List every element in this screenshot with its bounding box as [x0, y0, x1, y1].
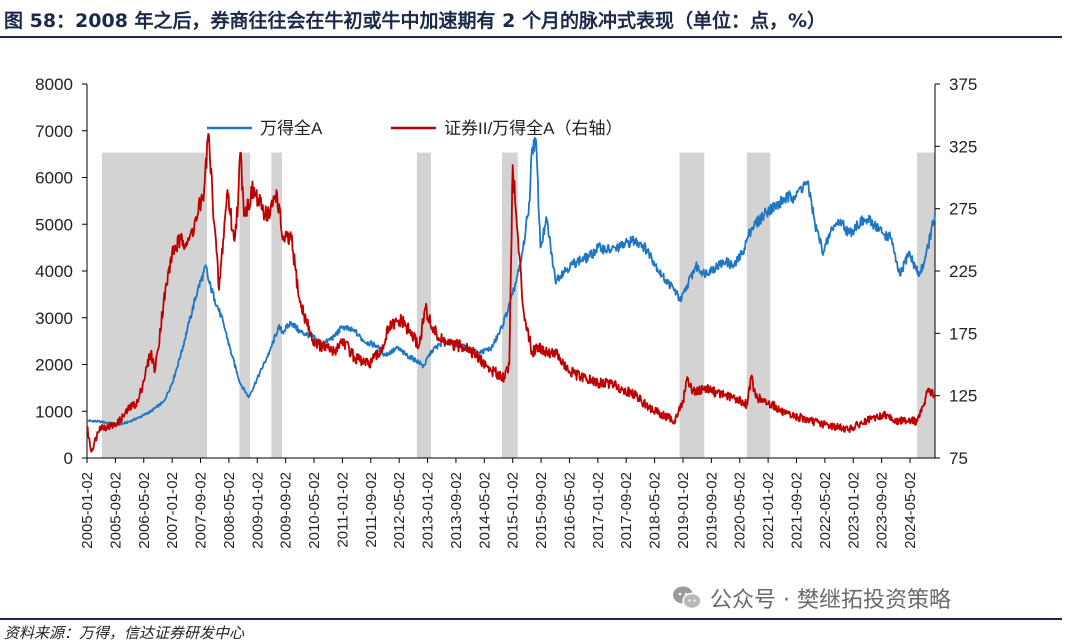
x-tick-label: 2019-09-02	[703, 472, 720, 549]
y-left-tick-label: 7000	[35, 122, 73, 141]
wechat-icon	[673, 586, 702, 610]
x-tick-label: 2010-05-02	[306, 472, 323, 549]
title-underline	[0, 36, 1062, 38]
x-tick-label: 2016-05-02	[561, 472, 578, 549]
figure-title: 图 58：2008 年之后，券商往往会在牛初或牛中加速期有 2 个月的脉冲式表现…	[4, 10, 827, 32]
x-tick-label: 2013-09-02	[448, 472, 465, 549]
x-tick-label: 2012-05-02	[391, 472, 408, 549]
x-tick-label: 2015-01-02	[505, 472, 522, 549]
line-chart: 0 1000 2000 3000 4000 5000 6000 7000 8000 75 125 17…	[35, 75, 977, 549]
shaded-period-5	[679, 152, 705, 459]
x-tick-label: 2011-09-02	[363, 472, 380, 548]
axes: 0 1000 2000 3000 4000 5000 6000 7000 8000 75 125 17…	[35, 75, 977, 549]
y-left-tick-label: 4000	[35, 262, 73, 281]
y-left-tick-label: 1000	[35, 402, 73, 421]
x-tick-label: 2017-09-02	[618, 472, 635, 549]
x-tick-label: 2011-01-02	[334, 472, 351, 548]
footer-rule	[0, 618, 1062, 620]
x-tick-label: 2005-09-02	[107, 472, 124, 549]
y-right-tick-label: 375	[949, 75, 977, 94]
y-left-tick-label: 0	[64, 449, 73, 468]
y-left-tick-label: 6000	[35, 169, 73, 188]
x-tick-label: 2005-01-02	[79, 472, 96, 549]
x-tick-label: 2021-01-02	[760, 472, 777, 549]
y-right-tick-label: 125	[949, 387, 977, 406]
x-tick-label: 2013-01-02	[420, 472, 437, 549]
y-right-tick-label: 175	[949, 324, 977, 343]
y-right-tick-label: 325	[949, 137, 977, 156]
watermark-text: 公众号 · 樊继拓投资策略	[710, 588, 951, 613]
x-tick-label: 2008-05-02	[221, 472, 238, 549]
y-left-tick-label: 2000	[35, 356, 73, 375]
series-lines	[86, 133, 936, 453]
series-line-2	[86, 133, 936, 453]
x-tick-label: 2015-09-02	[533, 472, 550, 549]
x-tick-label: 2017-01-02	[590, 472, 607, 549]
x-tick-label: 2006-05-02	[136, 472, 153, 549]
x-tick-label: 2019-01-02	[675, 472, 692, 549]
shaded-period-3	[416, 152, 431, 459]
y-right-tick-label: 225	[949, 262, 977, 281]
x-tick-label: 2018-05-02	[647, 472, 664, 549]
x-tick-label: 2009-09-02	[278, 472, 295, 549]
x-tick-label: 2022-05-02	[817, 472, 834, 549]
x-tick-label: 2021-09-02	[789, 472, 806, 549]
legend-label-2: 证券II/万得全A（右轴）	[444, 119, 623, 138]
legend: 万得全A 证券II/万得全A（右轴）	[207, 119, 623, 138]
x-tick-label: 2023-01-02	[845, 472, 862, 549]
y-left-tick-label: 8000	[35, 75, 73, 94]
legend-label-1: 万得全A	[260, 119, 323, 138]
shaded-period-6	[746, 152, 771, 459]
x-tick-label: 2009-01-02	[249, 472, 266, 549]
y-left-tick-label: 5000	[35, 215, 73, 234]
y-right-tick-label: 275	[949, 200, 977, 219]
shaded-period-1	[239, 152, 251, 459]
x-tick-label: 2020-05-02	[732, 472, 749, 549]
watermark: 公众号 · 樊继拓投资策略	[672, 582, 951, 614]
x-tick-label: 2023-09-02	[874, 472, 891, 549]
shaded-period-2	[271, 152, 282, 459]
x-tick-label: 2007-09-02	[193, 472, 210, 549]
y-left-tick-label: 3000	[35, 309, 73, 328]
shaded-period-0	[101, 152, 208, 459]
source-note: 资料来源：万得，信达证券研发中心	[4, 624, 245, 642]
y-right-tick-label: 75	[949, 449, 968, 468]
x-tick-label: 2014-05-02	[476, 472, 493, 549]
x-tick-label: 2007-01-02	[164, 472, 181, 549]
x-tick-label: 2024-05-02	[902, 472, 919, 549]
